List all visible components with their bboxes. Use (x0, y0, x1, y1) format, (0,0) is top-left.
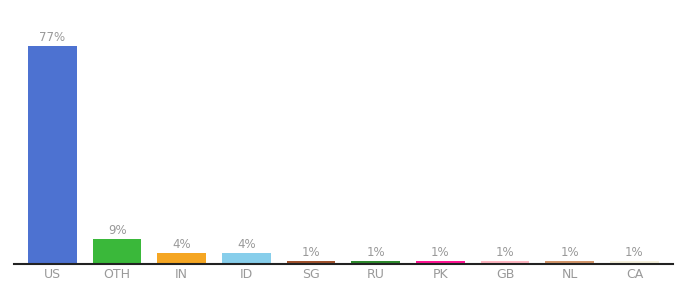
Bar (481, 261, 529, 264)
Text: 1%: 1% (302, 247, 320, 260)
Bar (158, 253, 206, 264)
Text: 4%: 4% (237, 238, 256, 251)
Text: 1%: 1% (560, 247, 579, 260)
Bar (610, 261, 659, 264)
Bar (287, 261, 335, 264)
Text: 1%: 1% (496, 247, 514, 260)
Bar (545, 261, 594, 264)
Text: 1%: 1% (625, 247, 644, 260)
Bar (416, 261, 464, 264)
Text: 4%: 4% (173, 238, 191, 251)
Text: 9%: 9% (107, 224, 126, 237)
Text: 1%: 1% (367, 247, 385, 260)
Bar (222, 253, 271, 264)
Bar (28, 46, 77, 264)
Text: 77%: 77% (39, 32, 65, 44)
Text: 1%: 1% (431, 247, 449, 260)
Bar (92, 238, 141, 264)
Bar (352, 261, 400, 264)
